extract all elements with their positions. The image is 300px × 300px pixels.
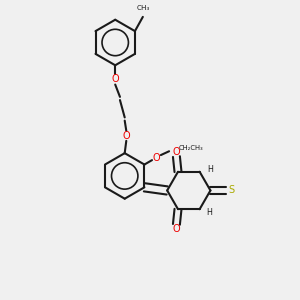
Text: H: H bbox=[206, 208, 212, 217]
Text: O: O bbox=[172, 147, 180, 157]
Text: S: S bbox=[228, 185, 234, 196]
Text: O: O bbox=[111, 74, 119, 85]
Text: O: O bbox=[172, 224, 180, 234]
Text: O: O bbox=[153, 153, 160, 163]
Text: CH₂CH₃: CH₂CH₃ bbox=[178, 145, 203, 151]
Text: H: H bbox=[207, 165, 213, 174]
Text: CH₃: CH₃ bbox=[137, 5, 150, 11]
Text: O: O bbox=[122, 131, 130, 141]
